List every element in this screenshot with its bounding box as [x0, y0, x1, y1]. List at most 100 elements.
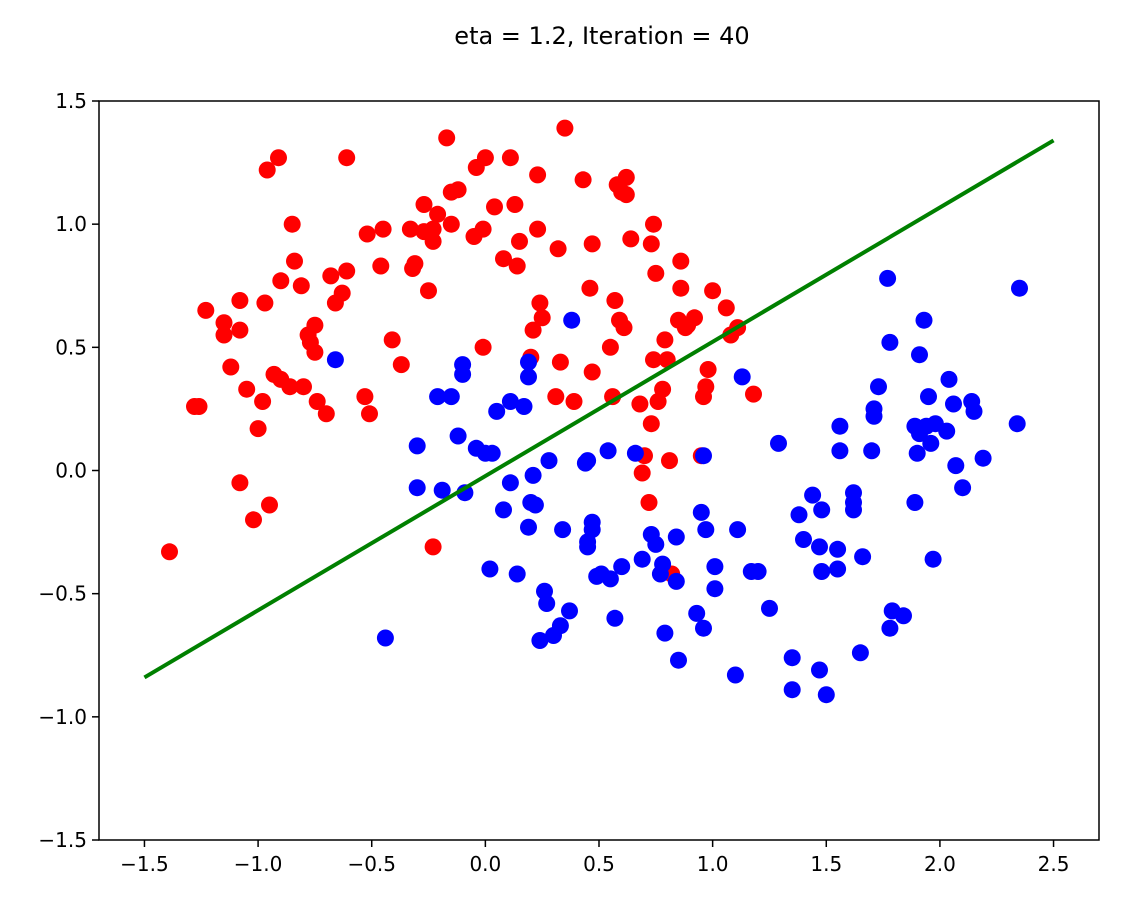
data-point	[356, 388, 374, 406]
data-point	[563, 311, 581, 329]
data-point	[613, 558, 631, 576]
data-point	[922, 434, 940, 452]
data-point	[488, 402, 506, 420]
data-point	[879, 269, 897, 287]
data-point	[695, 619, 712, 637]
x-tick-label: 0.5	[583, 852, 615, 876]
data-point	[231, 292, 249, 309]
data-point	[376, 629, 394, 647]
data-point	[599, 442, 617, 460]
data-point	[551, 617, 569, 635]
data-point	[483, 444, 501, 462]
data-point	[406, 255, 424, 273]
data-point	[729, 521, 747, 539]
data-point	[672, 252, 690, 270]
data-point	[667, 528, 685, 546]
data-point	[692, 503, 710, 521]
x-tick-label: 0.0	[469, 852, 501, 876]
data-point	[292, 277, 310, 295]
data-point	[915, 311, 933, 329]
data-point	[383, 331, 401, 349]
data-point	[295, 378, 312, 396]
x-tick-label: 1.5	[810, 852, 842, 876]
data-point	[424, 220, 442, 238]
data-point	[556, 119, 574, 137]
data-point	[433, 481, 451, 499]
data-point	[326, 351, 344, 369]
y-tick-label: −0.5	[38, 582, 87, 606]
decision-boundary-line	[143, 138, 1055, 680]
data-point	[486, 198, 503, 216]
data-point	[945, 395, 962, 413]
y-tick-label: 0.5	[55, 335, 87, 359]
data-point	[699, 361, 717, 378]
data-point	[429, 205, 447, 223]
data-point	[529, 166, 547, 184]
data-point	[704, 282, 722, 300]
data-point	[322, 267, 340, 285]
data-point	[924, 550, 942, 568]
data-point	[245, 511, 262, 529]
data-point	[306, 316, 324, 334]
data-point	[474, 338, 492, 356]
data-point	[965, 402, 983, 420]
data-point	[249, 420, 267, 438]
data-point	[392, 356, 410, 374]
data-point	[656, 331, 674, 349]
data-point	[654, 555, 672, 573]
data-point	[940, 370, 958, 388]
data-point	[645, 351, 662, 369]
data-point	[401, 220, 419, 238]
data-point	[854, 548, 872, 566]
data-point	[424, 232, 442, 250]
data-point	[501, 474, 519, 492]
data-point	[606, 609, 624, 627]
data-point	[583, 235, 601, 253]
data-point	[238, 380, 256, 398]
y-tick-label: 1.0	[55, 212, 87, 236]
data-point	[506, 196, 524, 213]
data-point	[540, 452, 558, 470]
data-point	[438, 129, 456, 147]
data-point	[831, 442, 849, 460]
data-point	[749, 563, 767, 580]
data-point	[817, 686, 835, 704]
data-point	[881, 619, 899, 637]
data-point	[286, 252, 303, 270]
data-point	[811, 538, 828, 556]
data-point	[501, 149, 519, 167]
y-axis: −1.5 −1.0 −0.5 0.0 0.5 1.0 1.5	[38, 89, 99, 852]
data-point	[661, 452, 678, 470]
x-tick-label: −0.5	[347, 852, 396, 876]
data-point	[538, 595, 556, 612]
data-point	[695, 447, 712, 465]
chart-title: eta = 1.2, Iteration = 40	[454, 22, 749, 50]
data-point	[911, 346, 928, 364]
data-point	[524, 321, 542, 339]
data-point	[656, 624, 674, 642]
data-point	[804, 486, 822, 504]
data-point	[526, 496, 544, 514]
data-point	[258, 161, 276, 179]
data-point	[481, 560, 499, 578]
data-point	[672, 279, 690, 297]
data-point	[1011, 279, 1028, 297]
data-point	[442, 388, 460, 406]
data-point	[190, 398, 208, 415]
x-axis: −1.5 −1.0 −0.5 0.0 0.5 1.0 1.5 2.0 2.5	[120, 840, 1069, 876]
data-point	[813, 501, 831, 519]
data-point	[547, 388, 565, 406]
data-point	[520, 353, 537, 371]
data-point	[361, 405, 378, 423]
data-point	[642, 415, 660, 433]
data-point	[531, 294, 549, 312]
data-point	[531, 632, 549, 649]
data-point	[645, 215, 662, 233]
data-point	[601, 570, 619, 588]
data-point	[783, 681, 801, 699]
data-point	[581, 279, 599, 297]
data-point	[476, 149, 494, 167]
data-point	[583, 363, 601, 381]
data-point	[770, 434, 787, 452]
data-point	[520, 368, 537, 386]
